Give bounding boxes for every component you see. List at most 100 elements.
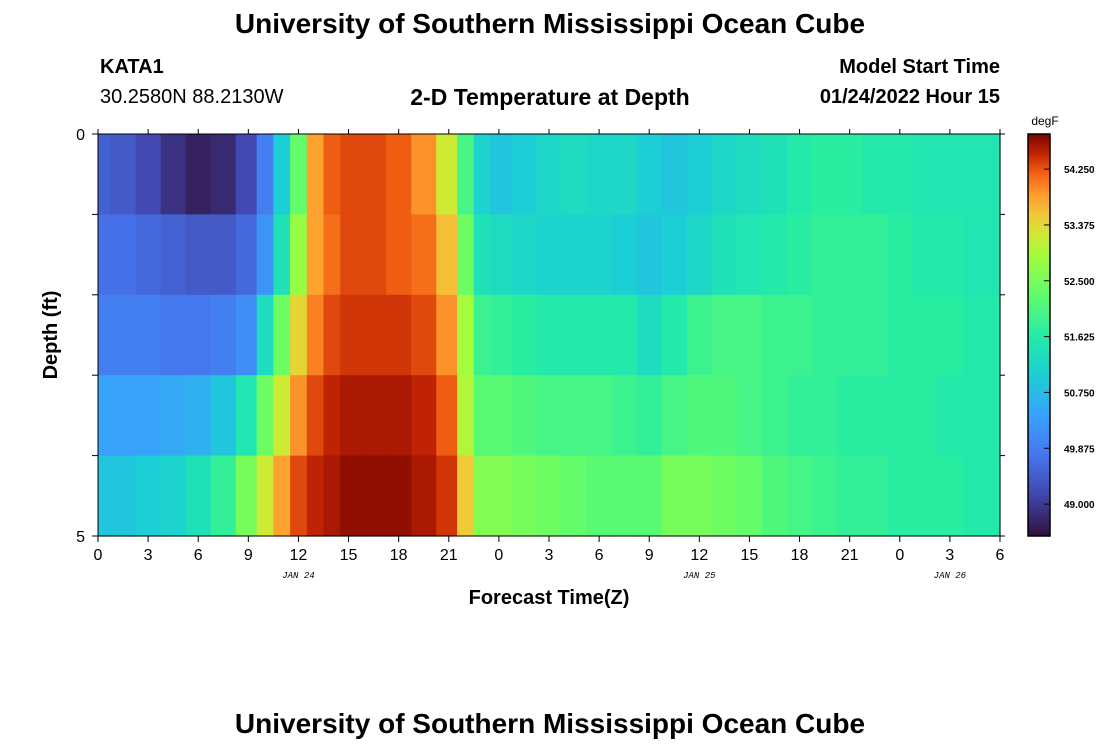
heatmap-cell	[586, 294, 613, 376]
heatmap-cell	[340, 214, 362, 296]
heatmap-cell	[185, 455, 212, 537]
colorbar	[1027, 133, 1051, 537]
heatmap-cell	[887, 134, 913, 215]
heatmap-cell	[235, 134, 258, 215]
x-tick-label: 0	[94, 547, 103, 564]
heatmap-cell	[787, 214, 813, 296]
heatmap-cell	[386, 294, 412, 376]
heatmap-cell	[586, 134, 613, 215]
x-axis-label: Forecast Time(Z)	[469, 587, 630, 609]
heatmap-cell	[436, 294, 458, 376]
heatmap-cell	[511, 214, 538, 296]
heatmap-cell	[611, 294, 638, 376]
x-tick-label: 12	[690, 547, 708, 564]
heatmap-cell	[411, 375, 437, 457]
heatmap-cell	[235, 455, 258, 537]
heatmap-cell	[457, 455, 475, 537]
date-label: JAN 24	[282, 571, 314, 581]
heatmap-cell	[473, 134, 492, 215]
heatmap-cell	[937, 294, 964, 376]
heatmap-cell	[661, 375, 688, 457]
heatmap-cell	[761, 455, 788, 537]
heatmap-cell	[862, 455, 888, 537]
colorbar-unit: degF	[1031, 114, 1058, 128]
heatmap-cell	[661, 214, 688, 296]
heatmap-cell	[160, 214, 187, 296]
heatmap-cell	[837, 134, 863, 215]
heatmap-cell	[473, 375, 492, 457]
heatmap-cell	[135, 214, 162, 296]
heatmap-cell	[611, 375, 638, 457]
heatmap-cell	[536, 375, 563, 457]
heatmap-cell	[340, 375, 362, 457]
heatmap-cell	[586, 214, 613, 296]
heatmap-cell	[511, 375, 538, 457]
model-start-label: Model Start Time	[839, 56, 1000, 78]
heatmap-cell	[812, 455, 838, 537]
heatmap-cell	[457, 294, 475, 376]
heatmap-cell	[457, 134, 475, 215]
heatmap-cell	[837, 294, 863, 376]
heatmap-cell	[862, 375, 888, 457]
x-tick-label: 6	[595, 547, 604, 564]
heatmap-cell	[306, 375, 325, 457]
heatmap-cell	[473, 294, 492, 376]
heatmap-cell	[912, 134, 938, 215]
date-label: JAN 25	[683, 571, 716, 581]
heatmap-cell	[256, 375, 274, 457]
x-tick-label: 9	[244, 547, 253, 564]
heatmap-cell	[273, 455, 291, 537]
x-tick-label: 6	[996, 547, 1005, 564]
heatmap-cell	[761, 134, 788, 215]
heatmap-cell	[411, 455, 437, 537]
heatmap-cell	[411, 134, 437, 215]
heatmap-cell	[736, 214, 763, 296]
heatmap-cell	[386, 214, 412, 296]
heatmap-cell	[185, 134, 212, 215]
heatmap-cell	[473, 455, 492, 537]
heatmap-cell	[636, 294, 663, 376]
heatmap-cell	[686, 134, 713, 215]
heatmap-cell	[536, 455, 563, 537]
heatmap-cell	[323, 455, 341, 537]
heatmap-cell	[561, 455, 588, 537]
heatmap-cell	[361, 455, 387, 537]
heatmap-cell	[235, 294, 258, 376]
page-title: University of Southern Mississippi Ocean…	[234, 8, 866, 39]
heatmap-cell	[787, 455, 813, 537]
heatmap-cell	[110, 455, 137, 537]
heatmap-cell	[962, 294, 989, 376]
station-id: KATA1	[100, 56, 164, 78]
y-tick-label: 0	[76, 127, 85, 144]
heatmap-cell	[711, 134, 738, 215]
heatmap-cell	[812, 375, 838, 457]
heatmap-cell	[837, 375, 863, 457]
heatmap-cell	[323, 375, 341, 457]
colorbar-tick-label: 51.625	[1064, 333, 1095, 344]
heatmap-cell	[323, 294, 341, 376]
heatmap-cell	[210, 294, 237, 376]
heatmap-cell	[536, 294, 563, 376]
model-start-value: 01/24/2022 Hour 15	[819, 86, 1000, 108]
heatmap-cell	[98, 134, 112, 215]
heatmap-cell	[273, 214, 291, 296]
heatmap-cell	[511, 294, 538, 376]
heatmap-cell	[185, 375, 212, 457]
heatmap-cell	[160, 294, 187, 376]
x-tick-label: 3	[144, 547, 153, 564]
heatmap-cell	[110, 294, 137, 376]
heatmap-cell	[586, 455, 613, 537]
heatmap-cell	[561, 134, 588, 215]
heatmap-cell	[887, 375, 913, 457]
heatmap-cell	[110, 375, 137, 457]
heatmap-cell	[987, 134, 1001, 215]
heatmap-cell	[256, 294, 274, 376]
heatmap-cell	[290, 455, 308, 537]
colorbar-tick-label: 53.375	[1064, 221, 1095, 232]
heatmap-cell	[386, 455, 412, 537]
heatmap-cell	[937, 455, 964, 537]
heatmap-cell	[98, 455, 112, 537]
heatmap-cell	[787, 134, 813, 215]
heatmap-cell	[457, 375, 475, 457]
heatmap-cell	[686, 455, 713, 537]
